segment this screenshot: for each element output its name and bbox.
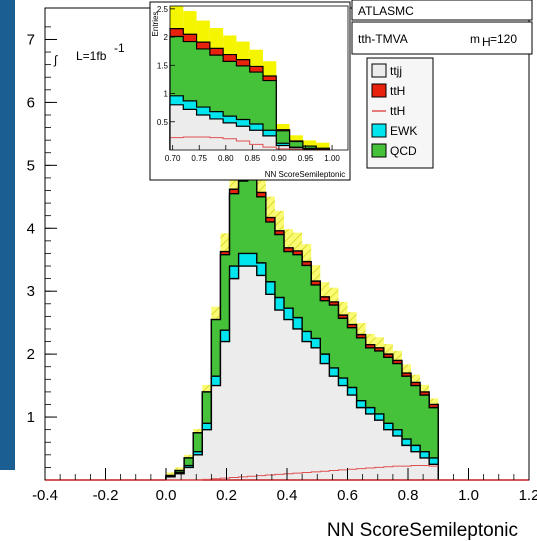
legend-header: ATLASMC: [358, 4, 414, 18]
legend-entry: EWK: [371, 123, 417, 138]
legend-mass-subscript: H: [482, 35, 491, 49]
tth-signal-line: [166, 465, 439, 481]
x-tick-label: 1.0: [458, 487, 479, 504]
legend-entry: ttH: [371, 83, 405, 98]
legend-entries: ttjj ttH ttH EWK QCD: [371, 63, 417, 158]
legend-swatch: [371, 63, 387, 78]
legend-label: ttjj: [390, 64, 402, 78]
y-tick-label: 3: [27, 283, 35, 300]
inset-stack-area-ttjj: [169, 104, 331, 151]
legend-label: EWK: [390, 124, 417, 138]
luminosity-exponent: -1: [114, 41, 125, 55]
inset-y-tick-label: 1: [164, 90, 169, 99]
inset-x-axis-title: NN ScoreSemileptonic: [265, 170, 345, 179]
legend-mass-value: =120: [490, 32, 517, 46]
x-tick-label: -0.2: [93, 487, 119, 504]
inset-x-tick-label: 0.80: [218, 154, 234, 163]
inset-x-tick-label: 0.90: [271, 154, 287, 163]
inset-plot-layer: 0.70 0.75 0.80 0.85 0.90 0.95 1.00 0.5 1 1.5 2 2.5: [157, 5, 349, 163]
luminosity-label: ∫ L=1fb -1: [53, 41, 125, 67]
legend-swatch: [371, 143, 387, 158]
inset-x-tick-label: 0.95: [298, 154, 314, 163]
inset-error-band-bin: [302, 140, 317, 150]
inset-x-tick-label: 0.70: [165, 154, 181, 163]
legend-swatch: [371, 123, 387, 138]
inset-x-tick-label: 0.75: [191, 154, 207, 163]
inset-y-axis-title: Entries: [151, 12, 160, 37]
integral-sign: ∫: [53, 53, 58, 67]
legend-mass-symbol: m: [470, 32, 480, 46]
x-tick-label: 0.0: [156, 487, 177, 504]
x-tick-label: -0.4: [32, 487, 58, 504]
legend-label: ttH: [390, 104, 405, 118]
x-tick-label: 0.6: [337, 487, 358, 504]
y-tick-label: 2: [27, 346, 35, 363]
legend-entry: QCD: [371, 143, 417, 158]
inset-frame: [169, 5, 349, 151]
legend-mass-label: m H =120: [470, 32, 517, 49]
legend-swatch: [371, 83, 387, 98]
main-axes: -0.4 -0.2 0.0 0.2 0.4 0.6 0.8 1.0 1.2 1 2 3 4 5 6 7: [27, 26, 537, 504]
y-tick-label: 7: [27, 31, 35, 48]
x-tick-label: 1.2: [519, 487, 537, 504]
inset-y-tick-label: 0.5: [157, 118, 169, 127]
x-tick-label: 0.4: [277, 487, 298, 504]
inset-y-tick-label: 2.5: [157, 5, 169, 14]
legend: ATLASMC tth-TMVA m H =120 ttjj ttH ttH EWK Q…: [351, 0, 533, 169]
legend-subtitle-box: [351, 21, 533, 55]
inset-error-band-bin: [316, 142, 330, 150]
y-tick-label: 1: [27, 409, 35, 426]
inset-y-tick-label: 1.5: [157, 61, 169, 70]
legend-header-box: [351, 0, 533, 21]
legend-entry: ttH: [372, 104, 405, 118]
stack-area-ttjj: [165, 265, 439, 480]
legend-subtitle: tth-TMVA: [358, 32, 408, 46]
luminosity-text: L=1fb: [76, 49, 107, 63]
y-tick-label: 5: [27, 157, 35, 174]
main-plot-layer: -0.4 -0.2 0.0 0.2 0.4 0.6 0.8 1.0 1.2 1 2 3 4 5 6 7: [27, 26, 537, 504]
y-tick-label: 4: [27, 220, 35, 237]
inset-plot: 0.70 0.75 0.80 0.85 0.90 0.95 1.000.511.522.5 …: [149, 1, 351, 181]
x-tick-label: 0.8: [398, 487, 419, 504]
slide-edge-strip: [0, 0, 15, 470]
inset-y-tick-label: 2: [164, 33, 169, 42]
legend-entry: ttjj: [371, 63, 402, 78]
x-axis-title: NN ScoreSemileptonic: [327, 520, 518, 541]
inset-tth-signal-line: [170, 136, 330, 151]
legend-label: QCD: [390, 144, 417, 158]
x-tick-label: 0.2: [216, 487, 237, 504]
inset-x-tick-label: 0.85: [245, 154, 261, 163]
y-tick-label: 6: [27, 94, 35, 111]
legend-label: ttH: [390, 84, 405, 98]
inset-x-tick-label: 1.00: [324, 154, 340, 163]
